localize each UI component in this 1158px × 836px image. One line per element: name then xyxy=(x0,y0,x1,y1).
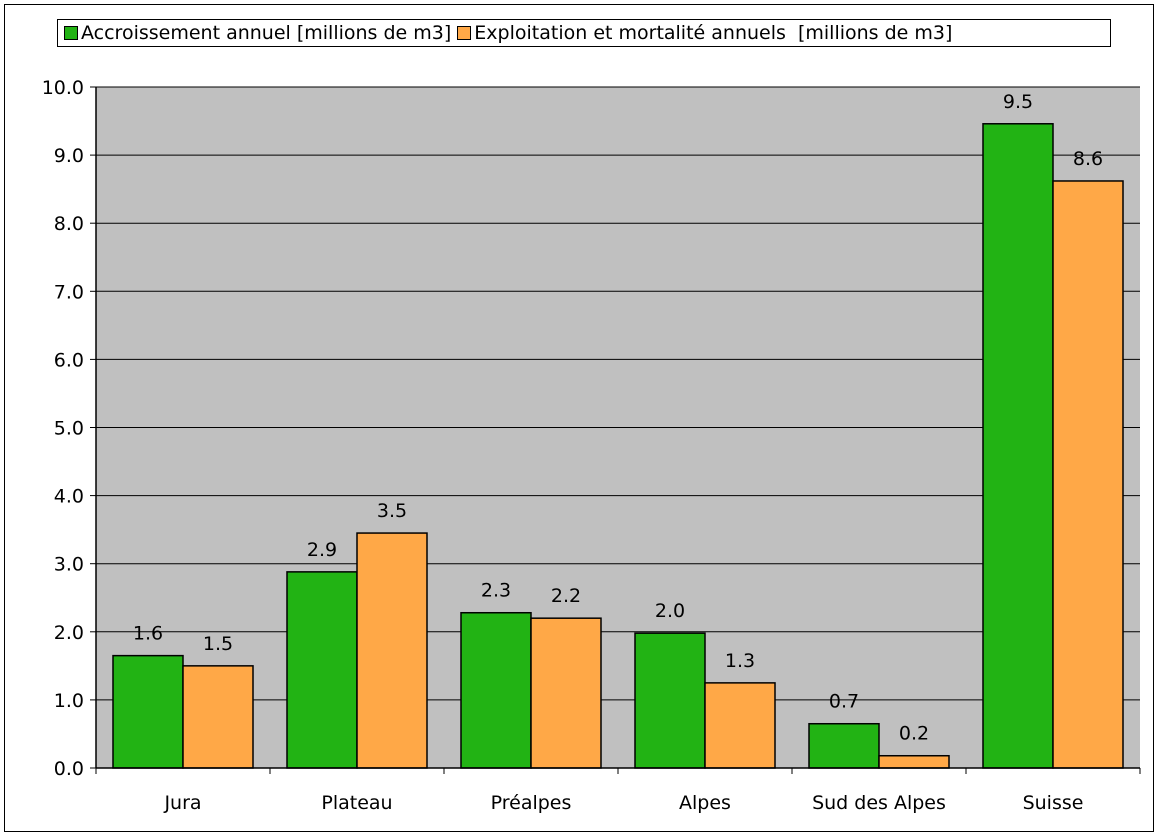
data-label-series-2: 0.2 xyxy=(899,723,929,745)
bar-series-1 xyxy=(634,632,706,769)
y-tick-label: 0.0 xyxy=(54,758,84,780)
y-tick-label: 5.0 xyxy=(54,418,84,440)
data-label-series-2: 1.5 xyxy=(203,633,233,655)
y-tick-label: 2.0 xyxy=(54,622,84,644)
data-label-series-2: 1.3 xyxy=(725,650,755,672)
bar-series-1 xyxy=(112,654,184,769)
y-tick-label: 3.0 xyxy=(54,554,84,576)
y-tick-label: 7.0 xyxy=(54,281,84,303)
x-tick-label: Sud des Alpes xyxy=(812,792,946,814)
data-label-series-2: 8.6 xyxy=(1073,148,1103,170)
bar-series-1 xyxy=(808,722,880,769)
bar-series-2 xyxy=(1052,180,1124,769)
data-label-series-1: 1.6 xyxy=(133,623,163,645)
data-label-series-1: 9.5 xyxy=(1003,91,1033,113)
y-tick-label: 9.0 xyxy=(54,145,84,167)
y-tick-label: 1.0 xyxy=(54,690,84,712)
legend-swatch-series-2 xyxy=(457,26,472,40)
y-tick-label: 8.0 xyxy=(54,213,84,235)
data-label-series-1: 2.0 xyxy=(655,600,685,622)
x-tick-label: Jura xyxy=(163,792,201,814)
legend-item-series-2: Exploitation et mortalité annuels [milli… xyxy=(457,22,952,44)
bar-series-2 xyxy=(356,532,428,769)
data-label-series-2: 3.5 xyxy=(377,500,407,522)
legend-label-series-2: Exploitation et mortalité annuels [milli… xyxy=(474,22,953,44)
bar-series-2 xyxy=(704,682,776,769)
data-label-series-2: 2.2 xyxy=(551,585,581,607)
data-label-series-1: 2.9 xyxy=(307,539,337,561)
x-tick-label: Alpes xyxy=(679,792,731,814)
y-tick-label: 10.0 xyxy=(42,77,84,99)
legend-label-series-1: Accroissement annuel [millions de m3] xyxy=(81,22,452,44)
data-label-series-1: 0.7 xyxy=(829,691,859,713)
legend-item-series-1: Accroissement annuel [millions de m3] xyxy=(64,22,451,44)
chart-legend: Accroissement annuel [millions de m3] Ex… xyxy=(57,19,1111,47)
bar-series-1 xyxy=(460,611,532,769)
bar-series-1 xyxy=(982,123,1054,769)
y-tick-label: 6.0 xyxy=(54,349,84,371)
bar-series-1 xyxy=(286,571,358,769)
y-tick-label: 4.0 xyxy=(54,486,84,508)
bar-series-2 xyxy=(530,617,602,769)
bar-series-2 xyxy=(182,665,254,769)
x-tick-label: Plateau xyxy=(321,792,392,814)
bar-series-2 xyxy=(878,754,950,769)
legend-swatch-series-1 xyxy=(64,26,78,40)
x-tick-label: Suisse xyxy=(1023,792,1084,814)
data-label-series-1: 2.3 xyxy=(481,580,511,602)
x-tick-label: Préalpes xyxy=(491,792,572,814)
